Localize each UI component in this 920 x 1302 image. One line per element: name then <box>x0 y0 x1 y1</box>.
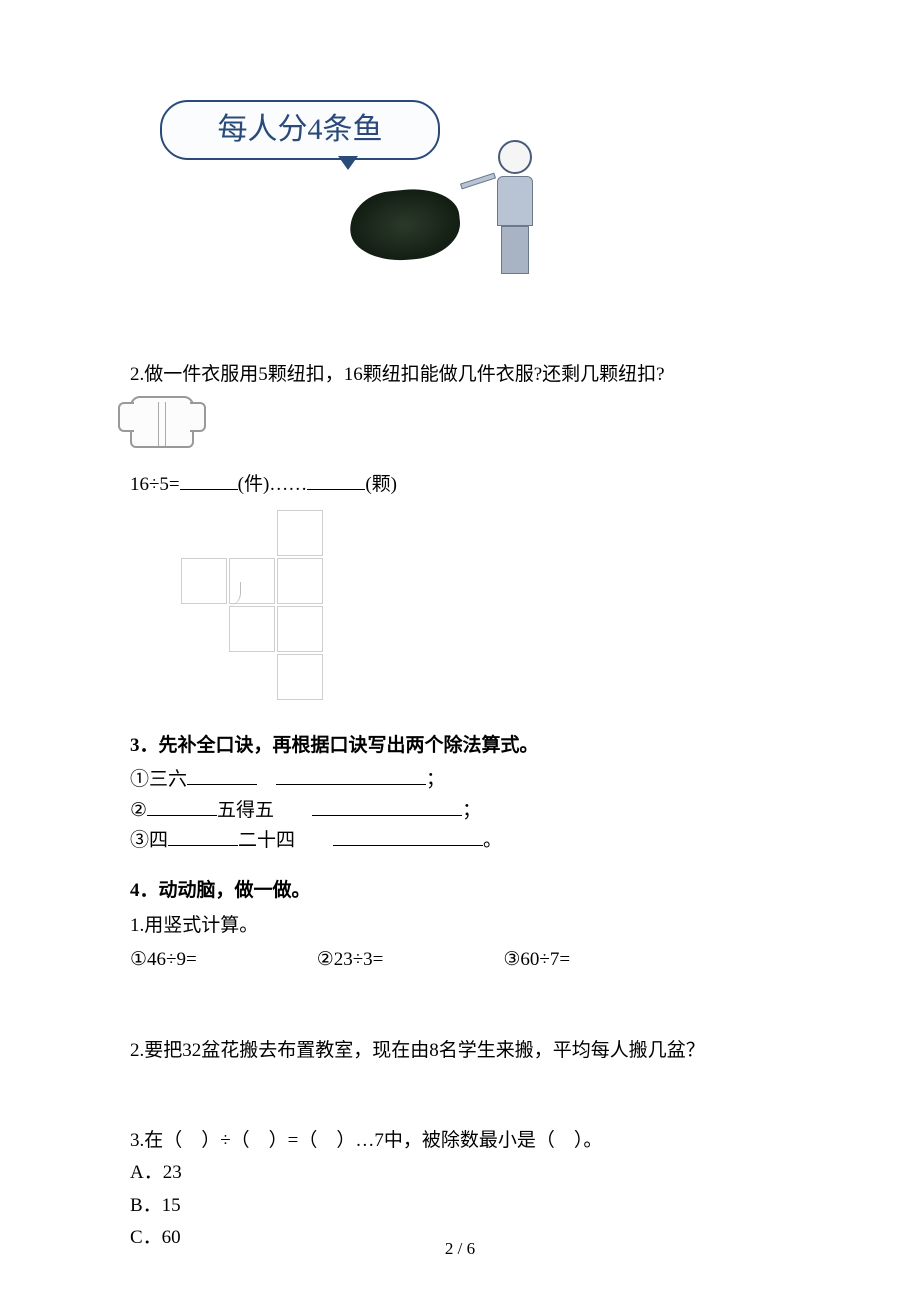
q3-line1: ①三六 ； <box>130 765 790 795</box>
q3-line2-b: 五得五 <box>217 800 274 821</box>
fish-illustration: 每人分4条鱼 <box>160 100 540 300</box>
q3-line1-a: ①三六 <box>130 769 187 790</box>
division-bracket <box>228 559 328 605</box>
q3-blank[interactable] <box>187 766 257 785</box>
q4-sub1-title: 1.用竖式计算。 <box>130 911 790 941</box>
q2-expr-left: 16÷5= <box>130 474 180 495</box>
q3-line3-a: ③四 <box>130 830 168 851</box>
calc-cell[interactable] <box>229 606 275 652</box>
calc-cell[interactable] <box>277 510 323 556</box>
q3-blank[interactable] <box>276 766 426 785</box>
calc-cell[interactable] <box>277 654 323 700</box>
q3-line3-c: 。 <box>483 830 502 851</box>
q4-calc2: ②23÷3= <box>317 945 384 975</box>
speech-bubble: 每人分4条鱼 <box>160 100 440 160</box>
speech-bubble-text: 每人分4条鱼 <box>218 106 383 154</box>
q2-expression: 16÷5= (件)…… (颗) <box>130 470 790 500</box>
q4-sub2: 2.要把32盆花搬去布置教室，现在由8名学生来搬，平均每人搬几盆？ <box>130 1036 790 1066</box>
q4-option-b[interactable]: B．15 <box>130 1191 790 1221</box>
shirt-icon <box>130 396 200 466</box>
q4-option-a[interactable]: A．23 <box>130 1158 790 1188</box>
q4-calc1: ①46÷9= <box>130 945 197 975</box>
q4-sub3: 3.在（ ）÷（ ）=（ ）…7中，被除数最小是（ ）。 <box>130 1126 790 1156</box>
boy-figure <box>480 140 550 280</box>
q3-line3-b: 二十四 <box>238 830 295 851</box>
fish-pile <box>347 184 464 265</box>
q4-calc3: ③60÷7= <box>503 945 570 975</box>
calc-cell[interactable] <box>181 558 227 604</box>
q2-blank-remainder[interactable] <box>307 471 365 490</box>
q3-line2: ② 五得五 ； <box>130 796 790 826</box>
q4-calc-row: ①46÷9= ②23÷3= ③60÷7= <box>130 945 790 975</box>
q3-blank[interactable] <box>333 827 483 846</box>
q2-unit2: (颗) <box>365 474 397 495</box>
page-footer: 2 / 6 <box>0 1235 920 1262</box>
q2-unit1: (件)…… <box>238 474 308 495</box>
q3-blank[interactable] <box>312 797 462 816</box>
q3-line3: ③四 二十四 。 <box>130 826 790 856</box>
q3-line2-a: ② <box>130 800 147 821</box>
q3-blank[interactable] <box>147 797 217 816</box>
q3-title: 3．先补全口诀，再根据口诀写出两个除法算式。 <box>130 731 790 761</box>
q2-blank-quotient[interactable] <box>180 471 238 490</box>
calc-cell[interactable] <box>277 606 323 652</box>
q4-title: 4．动动脑，做一做。 <box>130 876 790 906</box>
vertical-division-boxes <box>180 509 790 701</box>
q2-text: 2.做一件衣服用5颗纽扣，16颗纽扣能做几件衣服?还剩几颗纽扣? <box>130 360 790 390</box>
q3-blank[interactable] <box>168 827 238 846</box>
q3-line2-c: ； <box>462 800 481 821</box>
q3-line1-b: ； <box>426 769 445 790</box>
